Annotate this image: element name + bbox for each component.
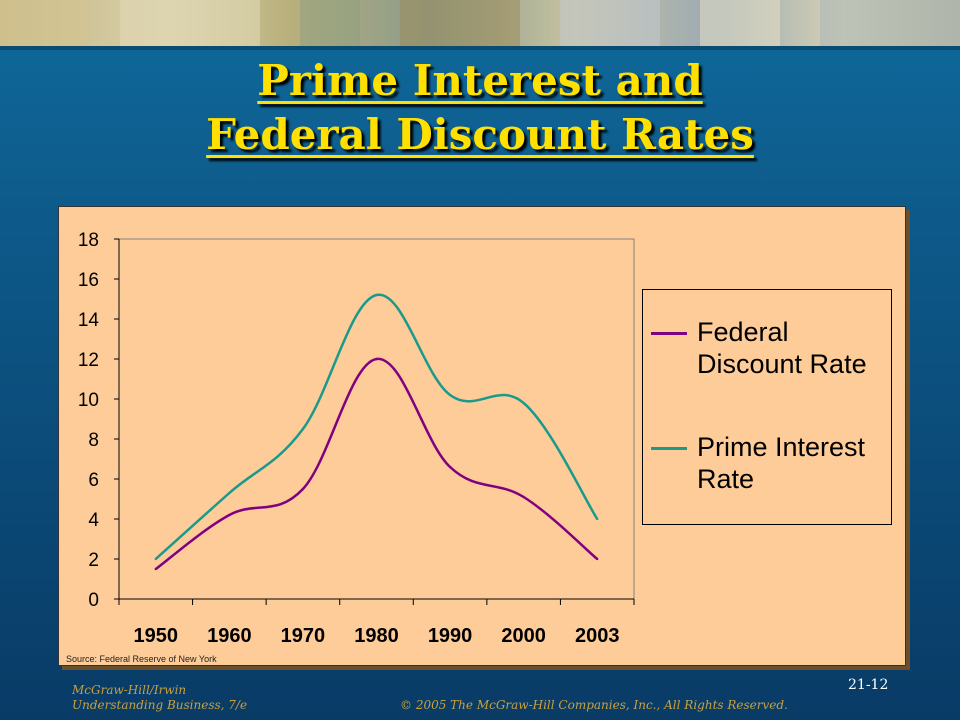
y-tick-label: 16 xyxy=(78,270,99,291)
data-point-federal-discount-rate xyxy=(375,357,378,361)
data-point-prime-interest-rate xyxy=(301,427,305,431)
chart-panel: 0 2 4 6 8 10 12 14 16 18 1950 1960 1970 1980 1990 2000 2… xyxy=(58,206,906,666)
data-point-federal-discount-rate xyxy=(596,557,599,561)
x-tick-label: 1990 xyxy=(428,625,473,647)
x-tick-label: 1980 xyxy=(354,625,399,647)
data-point-federal-discount-rate xyxy=(448,465,452,469)
data-point-prime-interest-rate xyxy=(375,293,378,297)
y-tick-label: 0 xyxy=(88,590,99,611)
data-point-prime-interest-rate xyxy=(228,491,231,495)
x-tick-label: 2000 xyxy=(501,625,545,647)
legend-label-prime-interest-rate: Prime Interest Rate xyxy=(697,432,866,494)
data-point-federal-discount-rate xyxy=(522,495,525,499)
slide-title-line-1: Prime Interest and xyxy=(257,56,703,105)
header-banner-image xyxy=(0,0,960,46)
data-point-federal-discount-rate xyxy=(154,567,157,571)
y-tick-label: 14 xyxy=(78,310,100,331)
y-tick-label: 6 xyxy=(88,470,99,491)
data-point-federal-discount-rate xyxy=(228,513,231,517)
legend-label-federal-discount-rate: Federal Discount Rate xyxy=(697,317,867,379)
data-point-federal-discount-rate xyxy=(301,487,305,491)
x-tick-label: 1960 xyxy=(207,625,252,647)
slide-title-line-2: Federal Discount Rates xyxy=(206,110,754,159)
x-tick-label: 1950 xyxy=(134,625,179,647)
x-tick-label: 2003 xyxy=(575,625,620,647)
series-line-federal-discount-rate xyxy=(155,357,599,571)
line-chart: 0 2 4 6 8 10 12 14 16 18 1950 1960 1970 1980 1990 2000 2… xyxy=(78,230,635,647)
y-tick-label: 18 xyxy=(78,230,99,251)
slide-number: 21-12 xyxy=(848,677,889,693)
y-tick-label: 10 xyxy=(78,390,99,411)
plot-area xyxy=(118,238,635,600)
y-tick-label: 2 xyxy=(88,550,99,571)
y-tick-label: 4 xyxy=(88,510,99,531)
data-point-prime-interest-rate xyxy=(596,517,599,521)
header-banner-shadow xyxy=(0,46,960,50)
footer-publisher-line-2: Understanding Business, 7/e xyxy=(72,698,248,712)
footer-publisher: McGraw-Hill/Irwin Understanding Business… xyxy=(72,683,247,713)
chart-legend: Federal Discount Rate Prime Interest Rat… xyxy=(642,289,892,525)
footer-publisher-line-1: McGraw-Hill/Irwin xyxy=(72,683,187,697)
legend-swatch-prime-interest-rate xyxy=(651,447,687,450)
footer-copyright: © 2005 The McGraw-Hill Companies, Inc., … xyxy=(400,698,788,712)
data-point-prime-interest-rate xyxy=(154,557,157,561)
data-point-prime-interest-rate xyxy=(448,393,452,397)
y-tick-label: 12 xyxy=(78,350,99,371)
data-point-prime-interest-rate xyxy=(522,401,525,405)
chart-source-note: Source: Federal Reserve of New York xyxy=(66,654,217,664)
legend-swatch-federal-discount-rate xyxy=(651,332,687,335)
x-tick-label: 1970 xyxy=(281,625,326,647)
y-tick-label: 8 xyxy=(88,430,99,451)
